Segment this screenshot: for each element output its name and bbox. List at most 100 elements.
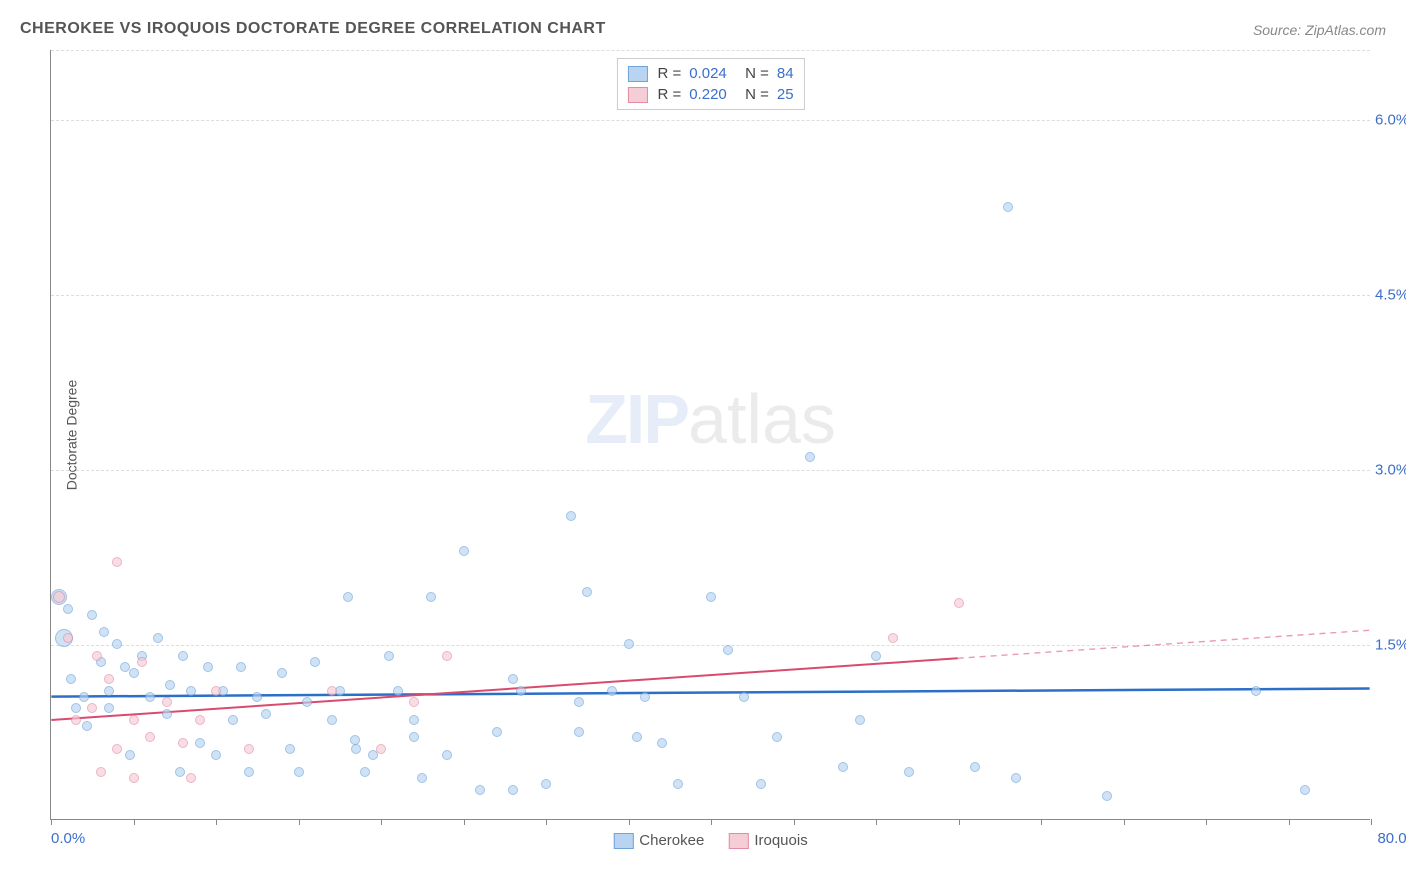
scatter-point: [459, 546, 469, 556]
legend-item-iroquois: Iroquois: [728, 832, 807, 849]
scatter-point: [87, 610, 97, 620]
x-axis-min-label: 0.0%: [51, 830, 85, 847]
y-tick-label: 3.0%: [1375, 462, 1406, 479]
scatter-point: [96, 767, 106, 777]
legend-label-iroquois: Iroquois: [754, 832, 807, 849]
scatter-point: [165, 680, 175, 690]
scatter-point: [673, 779, 683, 789]
legend-stats-row-cherokee: R = 0.024 N = 84: [627, 63, 793, 84]
scatter-point: [360, 767, 370, 777]
scatter-point: [739, 692, 749, 702]
scatter-point: [125, 750, 135, 760]
scatter-point: [82, 721, 92, 731]
scatter-point: [1003, 202, 1013, 212]
scatter-point: [409, 697, 419, 707]
scatter-point: [178, 651, 188, 661]
n-label: N =: [737, 86, 769, 103]
x-tick: [1041, 819, 1042, 825]
scatter-point: [351, 744, 361, 754]
scatter-point: [772, 732, 782, 742]
n-value-iroquois: 25: [777, 86, 794, 103]
scatter-point: [203, 662, 213, 672]
scatter-point: [252, 692, 262, 702]
scatter-point: [1102, 791, 1112, 801]
n-label: N =: [737, 65, 769, 82]
grid-line: [51, 295, 1370, 296]
scatter-point: [145, 692, 155, 702]
scatter-point: [63, 604, 73, 614]
scatter-point: [1251, 686, 1261, 696]
scatter-point: [92, 651, 102, 661]
scatter-point: [426, 592, 436, 602]
legend-stats-row-iroquois: R = 0.220 N = 25: [627, 84, 793, 105]
scatter-point: [393, 686, 403, 696]
scatter-point: [79, 692, 89, 702]
scatter-point: [1011, 773, 1021, 783]
scatter-point: [153, 633, 163, 643]
scatter-point: [904, 767, 914, 777]
scatter-point: [343, 592, 353, 602]
scatter-point: [442, 750, 452, 760]
x-tick: [711, 819, 712, 825]
y-tick-label: 1.5%: [1375, 637, 1406, 654]
scatter-point: [99, 627, 109, 637]
scatter-point: [302, 697, 312, 707]
grid-line: [51, 470, 1370, 471]
scatter-point: [104, 703, 114, 713]
plot-area: Doctorate Degree ZIPatlas 1.5%3.0%4.5%6.…: [50, 50, 1370, 820]
scatter-point: [195, 715, 205, 725]
scatter-point: [327, 686, 337, 696]
legend-stats: R = 0.024 N = 84 R = 0.220 N = 25: [616, 58, 804, 110]
x-tick: [464, 819, 465, 825]
scatter-point: [71, 703, 81, 713]
scatter-point: [855, 715, 865, 725]
x-tick: [1289, 819, 1290, 825]
x-tick: [299, 819, 300, 825]
scatter-point: [541, 779, 551, 789]
x-tick: [381, 819, 382, 825]
scatter-point: [566, 511, 576, 521]
grid-line: [51, 120, 1370, 121]
x-tick: [216, 819, 217, 825]
scatter-point: [211, 750, 221, 760]
scatter-point: [66, 674, 76, 684]
y-tick-label: 4.5%: [1375, 287, 1406, 304]
n-value-cherokee: 84: [777, 65, 794, 82]
x-axis-max-label: 80.0%: [1377, 830, 1406, 847]
scatter-point: [244, 744, 254, 754]
chart-title: CHEROKEE VS IROQUOIS DOCTORATE DEGREE CO…: [20, 20, 606, 38]
x-tick: [51, 819, 52, 825]
scatter-point: [838, 762, 848, 772]
scatter-point: [723, 645, 733, 655]
legend-item-cherokee: Cherokee: [613, 832, 704, 849]
x-tick: [629, 819, 630, 825]
scatter-point: [294, 767, 304, 777]
scatter-point: [104, 686, 114, 696]
scatter-point: [871, 651, 881, 661]
scatter-point: [582, 587, 592, 597]
scatter-point: [442, 651, 452, 661]
scatter-point: [112, 744, 122, 754]
scatter-point: [71, 715, 81, 725]
scatter-point: [129, 668, 139, 678]
scatter-point: [632, 732, 642, 742]
scatter-point: [970, 762, 980, 772]
scatter-point: [508, 785, 518, 795]
scatter-point: [409, 732, 419, 742]
x-tick: [1124, 819, 1125, 825]
x-tick: [1371, 819, 1372, 825]
scatter-point: [129, 773, 139, 783]
scatter-point: [574, 697, 584, 707]
scatter-point: [112, 639, 122, 649]
r-value-iroquois: 0.220: [689, 86, 727, 103]
grid-line: [51, 645, 1370, 646]
scatter-point: [417, 773, 427, 783]
scatter-point: [87, 703, 97, 713]
scatter-point: [236, 662, 246, 672]
scatter-point: [112, 557, 122, 567]
trend-lines: [51, 50, 1370, 819]
scatter-point: [137, 657, 147, 667]
scatter-point: [228, 715, 238, 725]
r-label: R =: [657, 65, 681, 82]
x-tick: [794, 819, 795, 825]
